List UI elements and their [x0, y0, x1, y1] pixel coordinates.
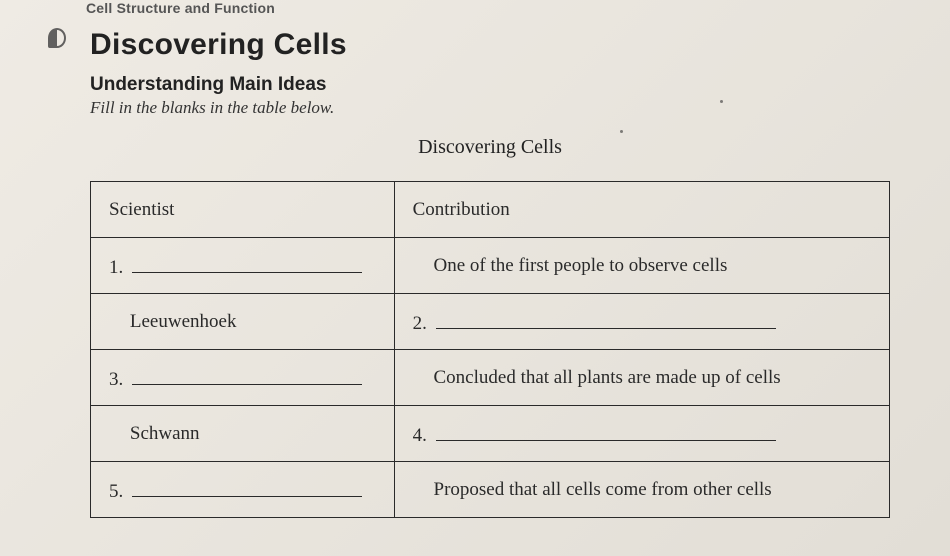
- discovering-cells-table: Scientist Contribution 1. One of the fir…: [90, 181, 890, 518]
- cell-scientist: 5.: [91, 462, 395, 518]
- blank-line[interactable]: [132, 476, 362, 497]
- cell-text: Leeuwenhoek: [130, 311, 237, 332]
- blank-line[interactable]: [436, 308, 776, 329]
- blank-line[interactable]: [132, 252, 362, 273]
- cell-text: Concluded that all plants are made up of…: [434, 367, 781, 388]
- row-number: 1.: [109, 257, 130, 279]
- section-subtitle: Understanding Main Ideas: [90, 74, 890, 96]
- table-row: Leeuwenhoek 2.: [91, 294, 890, 350]
- row-number: 3.: [109, 369, 130, 391]
- cell-scientist: 3.: [91, 350, 395, 406]
- cell-scientist: Leeuwenhoek: [91, 294, 395, 350]
- row-number: 5.: [109, 481, 130, 503]
- header-scientist: Scientist: [91, 182, 395, 238]
- cell-scientist: 1.: [91, 238, 395, 294]
- blank-line[interactable]: [436, 420, 776, 441]
- cell-text: Schwann: [130, 423, 200, 444]
- row-number: 4.: [413, 425, 434, 447]
- table-row: 5. Proposed that all cells come from oth…: [91, 462, 890, 518]
- table-row: 3. Concluded that all plants are made up…: [91, 350, 890, 406]
- page-title: Discovering Cells: [90, 28, 890, 62]
- instruction-text: Fill in the blanks in the table below.: [90, 98, 890, 118]
- margin-bullet-icon: [48, 28, 66, 48]
- chapter-label: Cell Structure and Function: [86, 0, 890, 16]
- cell-text: One of the first people to observe cells: [434, 255, 728, 276]
- table-header-row: Scientist Contribution: [91, 182, 890, 238]
- cell-contribution: 4.: [394, 406, 889, 462]
- cell-contribution: 2.: [394, 294, 889, 350]
- worksheet-page: Cell Structure and Function Discovering …: [0, 0, 950, 556]
- header-contribution: Contribution: [394, 182, 889, 238]
- row-number: 2.: [413, 313, 434, 335]
- table-title: Discovering Cells: [90, 136, 890, 159]
- cell-contribution: Concluded that all plants are made up of…: [394, 350, 889, 406]
- paper-speck-icon: [620, 130, 623, 133]
- paper-speck-icon: [720, 100, 723, 103]
- cell-text: Proposed that all cells come from other …: [434, 479, 772, 500]
- cell-scientist: Schwann: [91, 406, 395, 462]
- table-row: 1. One of the first people to observe ce…: [91, 238, 890, 294]
- table-row: Schwann 4.: [91, 406, 890, 462]
- cell-contribution: Proposed that all cells come from other …: [394, 462, 889, 518]
- cell-contribution: One of the first people to observe cells: [394, 238, 889, 294]
- blank-line[interactable]: [132, 364, 362, 385]
